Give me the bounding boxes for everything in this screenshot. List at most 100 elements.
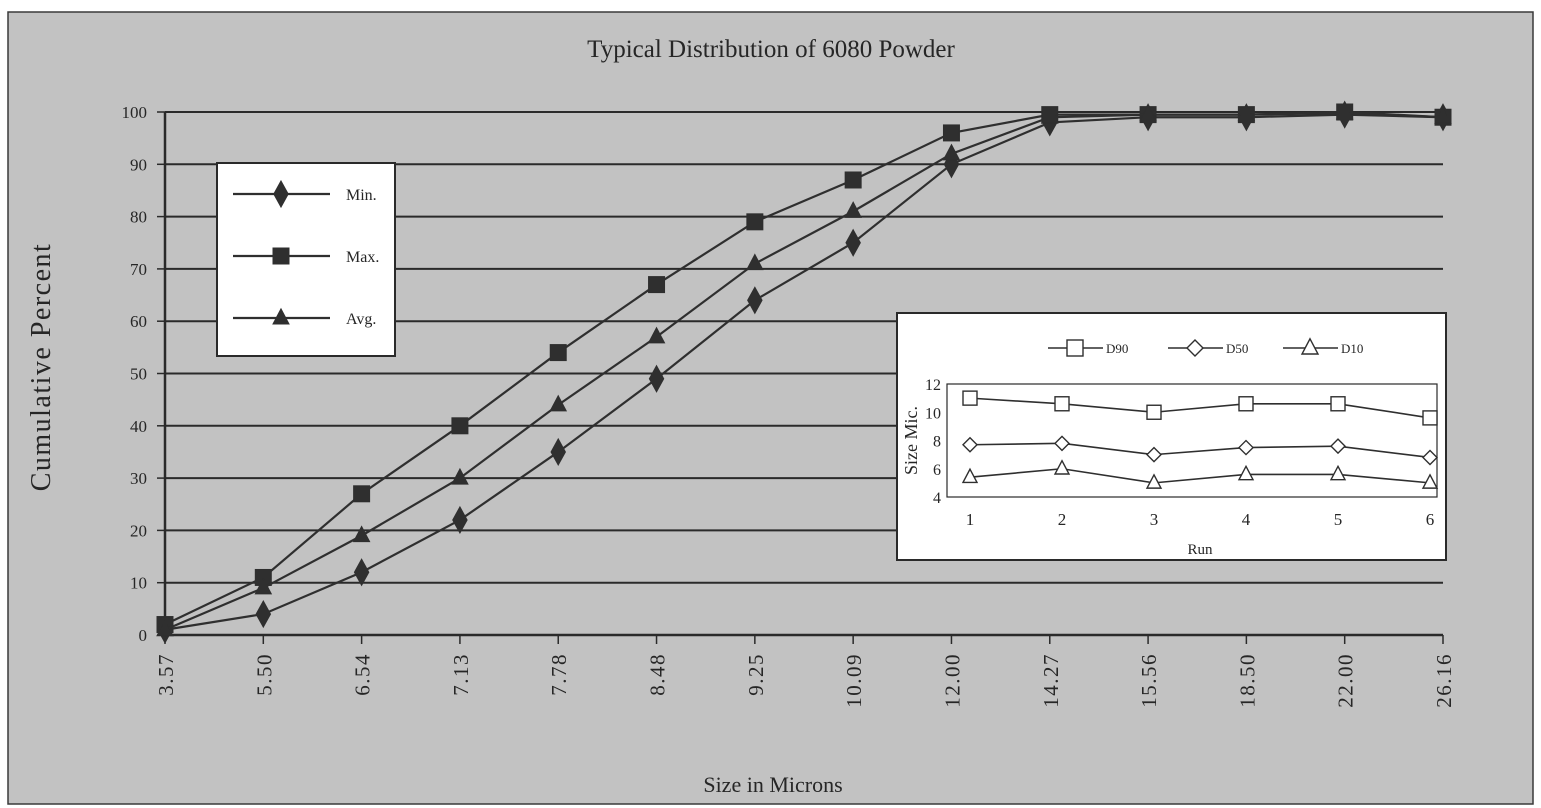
inset-series-line xyxy=(969,442,1431,459)
x-tick-label: 26.16 xyxy=(1432,653,1456,708)
inset-series-d10 xyxy=(961,459,1439,489)
main-x-ticks: 3.57 5.50 6.54 7.13 7.78 8.48 9.25 10.09 12.00 14… xyxy=(154,635,1456,708)
main-series xyxy=(156,100,1452,644)
data-point xyxy=(746,213,764,231)
inset-x-tick-label: 1 xyxy=(966,510,975,529)
data-point xyxy=(1335,102,1354,120)
x-tick-label: 14.27 xyxy=(1039,653,1063,708)
inset-data-point xyxy=(1054,435,1070,452)
data-point xyxy=(647,326,666,344)
inset-data-point xyxy=(1329,464,1347,481)
inset-series-line xyxy=(969,397,1431,419)
inset-data-point xyxy=(1146,446,1162,463)
data-point xyxy=(844,201,862,218)
legend-item: Min. xyxy=(233,179,377,209)
inset-x-tick-label: 2 xyxy=(1058,510,1067,529)
x-tick-label: 9.25 xyxy=(744,653,768,696)
inset-series-d90 xyxy=(962,390,1438,426)
inset-legend-label: D10 xyxy=(1341,341,1363,356)
inset-y-ticks: 4 6 8 10 12 xyxy=(925,377,941,507)
data-point xyxy=(1237,104,1256,122)
data-point xyxy=(845,228,861,257)
data-point xyxy=(746,253,764,271)
data-point xyxy=(747,286,763,315)
inset-plot-frame xyxy=(946,383,1438,498)
inset-box xyxy=(896,312,1447,561)
inset-y-axis-label: Size Mic. xyxy=(901,406,921,475)
inset-data-point xyxy=(1053,459,1071,475)
inset-legend: D90 D50 D10 xyxy=(1048,337,1363,357)
data-point xyxy=(550,437,567,467)
data-point xyxy=(352,525,371,543)
inset-data-point xyxy=(1145,473,1163,489)
legend-label: Max. xyxy=(346,249,379,266)
y-tick-label: 90 xyxy=(130,155,147,174)
data-point xyxy=(549,344,567,362)
x-tick-label: 15.56 xyxy=(1137,653,1161,708)
y-tick-label: 10 xyxy=(130,574,147,593)
y-tick-label: 80 xyxy=(130,208,147,227)
inset-data-point xyxy=(1054,396,1070,412)
inset-data-point xyxy=(1421,473,1439,489)
inset-data-point xyxy=(961,467,979,484)
inset-legend-item: D50 xyxy=(1168,339,1248,357)
data-point xyxy=(1139,104,1157,122)
x-tick-label: 3.57 xyxy=(154,653,178,696)
x-tick-label: 12.00 xyxy=(940,653,964,708)
inset-legend-label: D90 xyxy=(1106,341,1128,356)
y-tick-label: 0 xyxy=(139,626,148,645)
series-line xyxy=(164,111,1444,631)
inset-y-tick-label: 4 xyxy=(933,490,941,507)
data-point xyxy=(942,143,961,161)
data-point xyxy=(549,394,568,412)
data-point xyxy=(451,467,469,485)
x-tick-label: 18.50 xyxy=(1235,653,1259,708)
y-tick-label: 30 xyxy=(130,469,147,488)
data-point xyxy=(156,619,174,637)
inset-data-point xyxy=(1330,396,1346,412)
inset-series-line xyxy=(969,467,1431,484)
x-tick-label: 5.50 xyxy=(252,653,276,696)
inset-data-point xyxy=(1238,396,1254,412)
inset-data-point xyxy=(1237,464,1255,481)
data-point xyxy=(451,417,469,435)
chart-title: Typical Distribution of 6080 Powder xyxy=(587,36,955,63)
legend-marker xyxy=(272,307,290,325)
inset-x-tick-label: 6 xyxy=(1426,510,1435,529)
legend-box xyxy=(216,162,396,357)
series-line xyxy=(164,113,1444,631)
legend-label: Min. xyxy=(346,187,377,204)
data-point xyxy=(1434,106,1452,124)
y-tick-label: 70 xyxy=(130,260,147,279)
inset-legend-label: D50 xyxy=(1226,341,1248,356)
data-point xyxy=(1040,106,1059,124)
inset-legend-item: D10 xyxy=(1283,337,1363,356)
legend-item: Max. xyxy=(233,247,379,266)
y-tick-label: 20 xyxy=(130,521,147,540)
inset-x-tick-label: 5 xyxy=(1334,510,1343,529)
x-tick-label: 6.54 xyxy=(351,653,375,696)
inset-y-tick-label: 6 xyxy=(933,462,941,479)
legend-marker xyxy=(272,247,290,265)
inset-data-point xyxy=(1422,410,1438,426)
data-point xyxy=(648,276,666,294)
y-tick-label: 60 xyxy=(130,312,147,331)
series-avg xyxy=(156,102,1452,637)
inset-data-point xyxy=(1330,438,1346,455)
inset-legend-marker xyxy=(1066,339,1084,357)
legend-label: Avg. xyxy=(346,311,376,328)
inset-data-point xyxy=(1146,404,1162,420)
inset-data-point xyxy=(962,436,978,453)
legend-marker xyxy=(273,179,289,209)
x-tick-label: 8.48 xyxy=(646,653,670,696)
x-axis-label: Size in Microns xyxy=(703,772,842,797)
inset-y-tick-label: 8 xyxy=(933,434,941,451)
main-legend: Min. Max. Avg. xyxy=(216,162,396,357)
data-point xyxy=(844,171,862,189)
x-tick-label: 10.09 xyxy=(842,653,866,708)
inset-legend-item: D90 xyxy=(1048,339,1128,357)
x-tick-label: 7.13 xyxy=(449,653,473,696)
inset-x-ticks: 1 2 3 4 5 6 xyxy=(966,510,1435,529)
